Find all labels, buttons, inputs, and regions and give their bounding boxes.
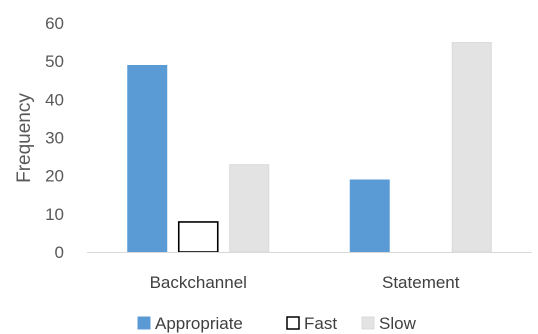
y-tick-label: 10 bbox=[45, 205, 64, 224]
y-tick-label: 40 bbox=[45, 90, 64, 109]
legend-label: Fast bbox=[304, 314, 337, 333]
legend-swatch-appropriate bbox=[137, 316, 151, 330]
y-tick-label: 60 bbox=[45, 14, 64, 33]
y-tick-label: 30 bbox=[45, 129, 64, 148]
legend-item: Slow bbox=[361, 314, 417, 333]
y-tick-label: 0 bbox=[55, 243, 64, 262]
legend-swatch-fast bbox=[286, 316, 300, 330]
y-tick-label: 20 bbox=[45, 167, 64, 186]
legend: Appropriate Fast Slow bbox=[137, 314, 417, 333]
bar-slow-backchannel bbox=[229, 164, 270, 253]
x-axis-categories: Backchannel Statement bbox=[150, 273, 460, 292]
x-category-label: Statement bbox=[382, 273, 460, 292]
bar-appropriate-statement bbox=[349, 179, 390, 253]
x-category-label: Backchannel bbox=[150, 273, 247, 292]
bar-fast-backchannel bbox=[177, 221, 219, 253]
legend-item: Fast bbox=[286, 314, 337, 333]
y-axis-title: Frequency bbox=[14, 93, 35, 183]
y-axis-ticks: 0 10 20 30 40 50 60 bbox=[45, 14, 64, 262]
legend-label: Appropriate bbox=[155, 314, 243, 333]
legend-swatch-slow bbox=[361, 316, 375, 330]
legend-label: Slow bbox=[379, 314, 417, 333]
legend-item: Appropriate bbox=[137, 314, 243, 333]
bars bbox=[127, 42, 492, 253]
bar-appropriate-backchannel bbox=[127, 64, 168, 253]
y-tick-label: 50 bbox=[45, 52, 64, 71]
bar-slow-statement bbox=[451, 42, 492, 253]
